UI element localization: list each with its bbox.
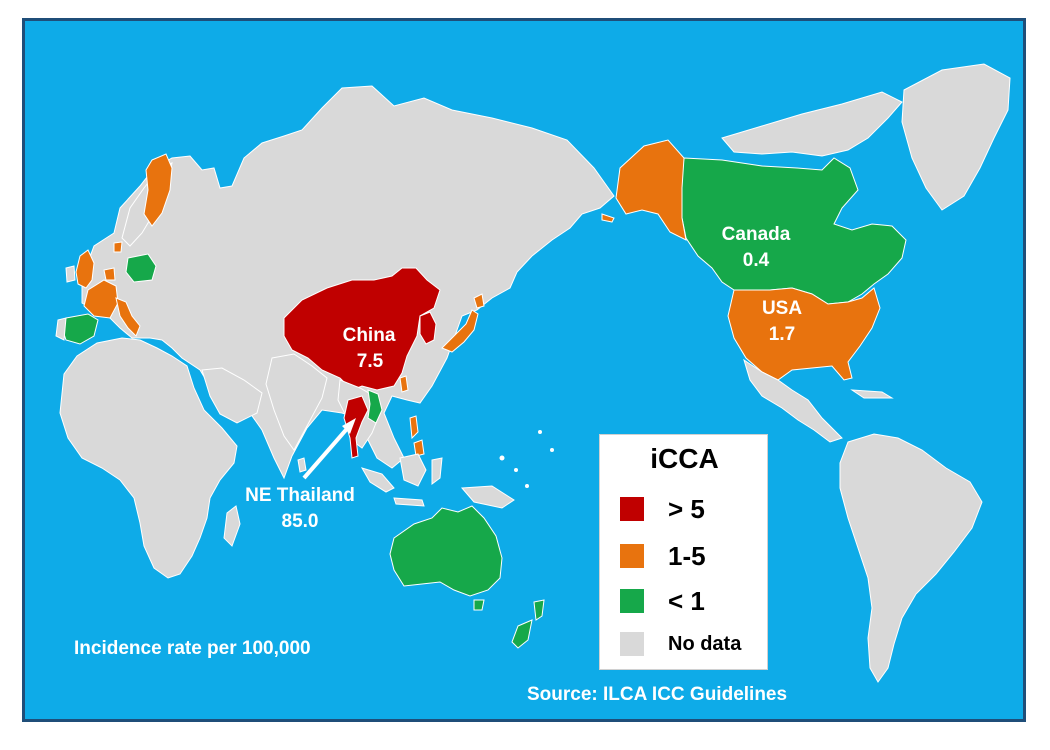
taiwan	[399, 375, 409, 393]
indonesia	[360, 467, 395, 493]
korea	[419, 311, 437, 345]
netherlands	[103, 267, 116, 281]
poland	[125, 253, 157, 283]
java	[393, 497, 425, 507]
japan-north	[473, 293, 485, 309]
ireland	[65, 265, 76, 283]
borneo	[399, 453, 427, 487]
canada-value: 0.4	[743, 250, 770, 271]
source-credit: Source: ILCA ICC Guidelines	[527, 684, 788, 705]
usa-label: USA	[762, 298, 802, 319]
pacific-island	[550, 448, 554, 452]
arctic-islands	[721, 91, 903, 157]
japan	[441, 309, 479, 353]
india	[265, 353, 328, 451]
new-zealand	[533, 599, 545, 621]
pacific-island	[538, 430, 542, 434]
thailand-pointer-arrowhead	[342, 418, 356, 434]
australia	[389, 505, 503, 597]
arabia	[201, 367, 263, 424]
legend-swatch-high	[620, 497, 644, 521]
pacific-island	[525, 484, 529, 488]
finland	[143, 153, 173, 227]
china	[283, 267, 441, 391]
madagascar	[223, 505, 241, 547]
legend-label-nodata: No data	[668, 633, 742, 655]
italy	[115, 297, 141, 337]
france	[83, 279, 119, 319]
cuba	[850, 389, 894, 399]
legend: iCCA > 5 1-5 < 1 No data	[599, 434, 768, 670]
pacific-island	[499, 455, 505, 461]
philippines	[409, 415, 419, 440]
new-zealand-south	[511, 619, 533, 649]
legend-swatch-mid	[620, 544, 644, 568]
china-value: 7.5	[357, 351, 384, 372]
legend-label-low: < 1	[668, 586, 705, 616]
tasmania	[473, 599, 485, 611]
vietnam	[367, 389, 383, 424]
south-america	[839, 433, 983, 683]
legend-title: iCCA	[650, 443, 719, 474]
usa	[727, 287, 881, 381]
sulawesi	[431, 457, 443, 485]
denmark	[113, 241, 123, 253]
sri-lanka	[297, 457, 307, 473]
canada-label: Canada	[722, 224, 791, 245]
ne-thailand-label: NE Thailand	[245, 485, 355, 506]
greenland	[901, 63, 1011, 211]
philippines-south	[413, 439, 425, 457]
mexico	[743, 358, 843, 443]
portugal	[55, 317, 67, 341]
africa	[59, 337, 238, 579]
legend-swatch-low	[620, 589, 644, 613]
thailand-pointer-arrow	[302, 421, 354, 480]
usa-value: 1.7	[769, 324, 795, 345]
incidence-footnote: Incidence rate per 100,000	[74, 638, 311, 659]
legend-label-mid: 1-5	[668, 541, 706, 571]
ne-thailand-value: 85.0	[282, 511, 319, 532]
world-map: China 7.5 Canada 0.4 USA 1.7 NE Thailand…	[22, 18, 1026, 722]
legend-label-high: > 5	[668, 494, 705, 524]
united-kingdom	[75, 249, 95, 289]
new-guinea	[460, 485, 515, 509]
canada	[679, 157, 907, 305]
alaska	[615, 139, 687, 241]
map-frame: China 7.5 Canada 0.4 USA 1.7 NE Thailand…	[22, 18, 1026, 722]
legend-swatch-nodata	[620, 632, 644, 656]
china-label: China	[343, 325, 396, 346]
aleutians	[601, 213, 615, 223]
pacific-island	[514, 468, 518, 472]
